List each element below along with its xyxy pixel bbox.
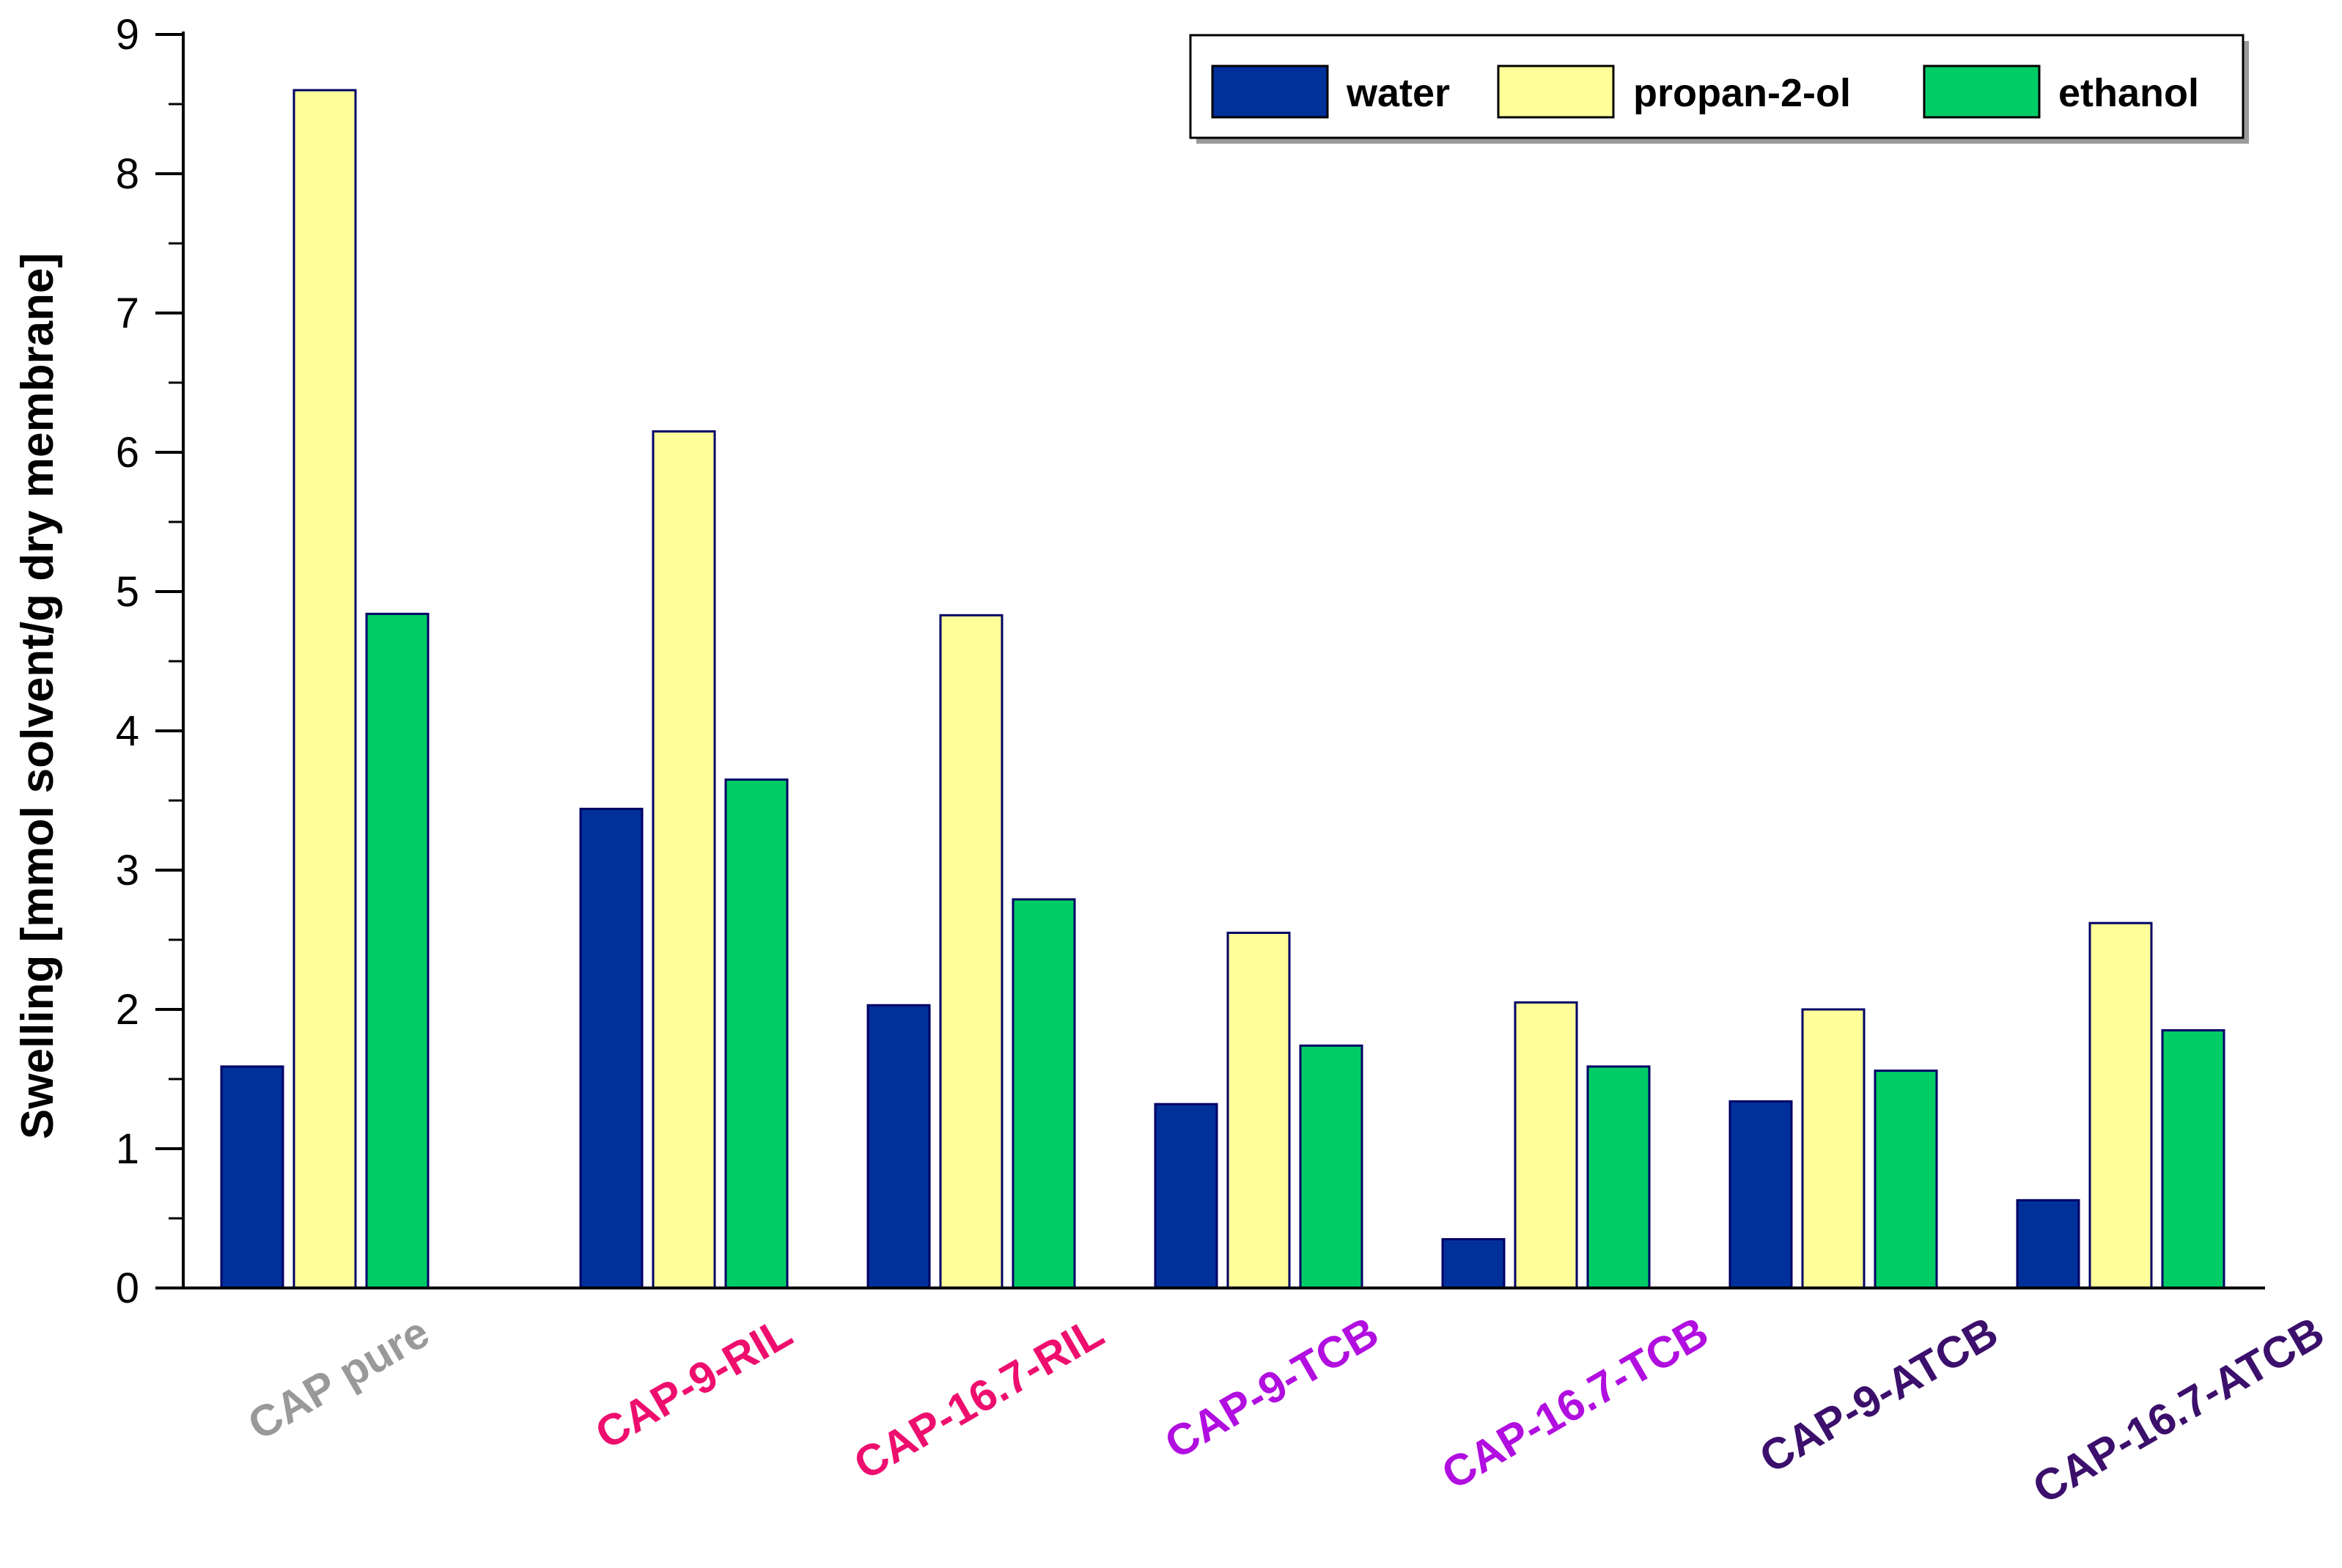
x-category-label: CAP-16.7-RIL — [846, 1307, 1112, 1489]
y-tick-label: 9 — [116, 11, 139, 59]
bar-ethanol-cap-9-ril — [724, 779, 789, 1289]
bar-ethanol-cap-pure — [365, 612, 430, 1289]
legend-items: water propan-2-ol ethanol — [1211, 65, 2199, 119]
legend-swatch-propan-2-ol — [1497, 65, 1615, 119]
bar-propan-2-ol-cap-9-tcb — [1226, 932, 1291, 1289]
x-category-label: CAP-16.7-ATCB — [2025, 1307, 2332, 1513]
y-tick-label: 8 — [116, 150, 139, 198]
bar-water-cap-9-atcb — [1728, 1100, 1793, 1289]
x-category-label: CAP-16.7-TCB — [1434, 1307, 1717, 1498]
y-tick-label: 1 — [116, 1125, 139, 1173]
axes-layer — [155, 32, 2265, 1289]
bar-ethanol-cap-16.7-atcb — [2161, 1029, 2225, 1289]
bar-propan-2-ol-cap-16.7-atcb — [2088, 921, 2153, 1289]
x-category-label: CAP-9-ATCB — [1751, 1307, 2006, 1482]
legend-label-water: water — [1346, 71, 1450, 115]
bar-water-cap-16.7-tcb — [1441, 1238, 1506, 1289]
bar-propan-2-ol-cap-16.7-ril — [939, 614, 1004, 1289]
x-category-label: CAP pure — [240, 1307, 437, 1449]
bar-propan-2-ol-cap-16.7-tcb — [1514, 1001, 1578, 1289]
bar-ethanol-cap-9-tcb — [1299, 1044, 1363, 1289]
y-tick-label: 2 — [116, 986, 139, 1034]
bar-water-cap-9-tcb — [1154, 1103, 1218, 1289]
y-tick-label: 5 — [116, 568, 139, 616]
legend: water propan-2-ol ethanol — [1189, 34, 2249, 144]
bar-propan-2-ol-cap-9-atcb — [1801, 1008, 1866, 1289]
y-tick-label: 3 — [116, 847, 139, 894]
bar-water-cap-9-ril — [579, 807, 644, 1289]
x-category-label: CAP-9-RIL — [587, 1307, 800, 1458]
y-tick-label: 4 — [116, 707, 139, 755]
legend-swatch-water — [1211, 65, 1329, 119]
bar-propan-2-ol-cap-pure — [292, 89, 357, 1289]
bar-propan-2-ol-cap-9-ril — [652, 430, 716, 1289]
y-tick-label: 7 — [116, 290, 139, 337]
bar-water-cap-16.7-atcb — [2016, 1199, 2080, 1289]
y-tick-label: 0 — [116, 1265, 139, 1312]
bar-ethanol-cap-9-atcb — [1874, 1070, 1938, 1289]
bar-ethanol-cap-16.7-tcb — [1586, 1065, 1651, 1289]
legend-label-propan-2-ol: propan-2-ol — [1633, 71, 1851, 115]
bar-water-cap-pure — [220, 1065, 284, 1289]
bars-layer — [220, 89, 2225, 1289]
legend-label-ethanol: ethanol — [2058, 71, 2199, 115]
bar-ethanol-cap-16.7-ril — [1012, 898, 1076, 1289]
x-category-label: CAP-9-TCB — [1157, 1307, 1387, 1468]
bar-water-cap-16.7-ril — [866, 1004, 931, 1289]
legend-swatch-ethanol — [1923, 65, 2041, 119]
y-axis-title: Swelling [mmol solvent/g dry membrane] — [12, 253, 63, 1139]
y-tick-label: 6 — [116, 429, 139, 476]
legend-box — [1189, 34, 2245, 139]
